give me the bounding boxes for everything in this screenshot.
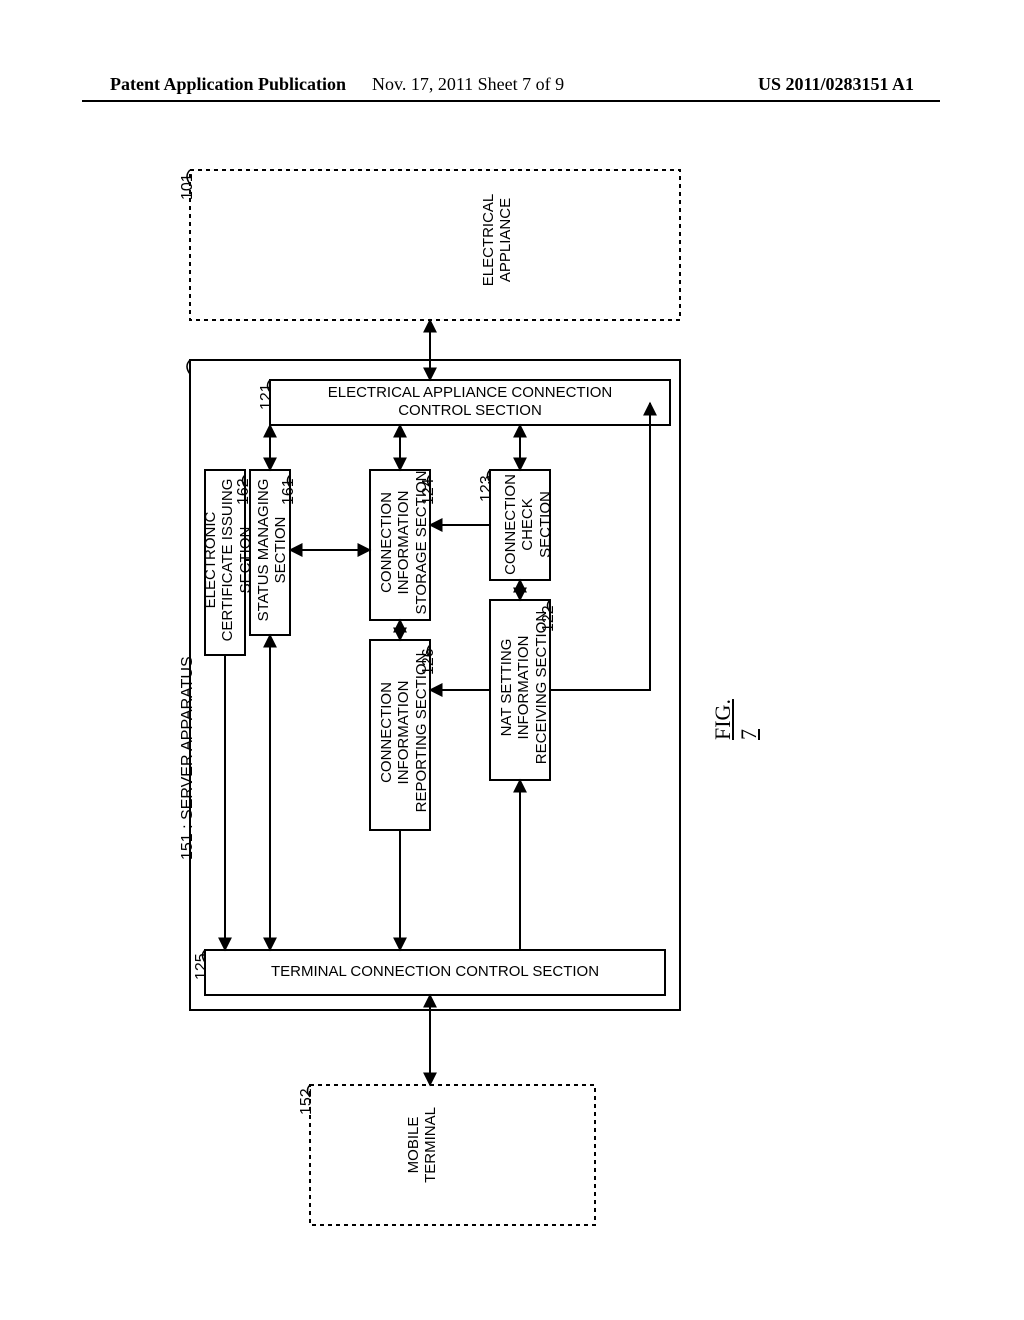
server-apparatus-label: 151 : SERVER APPARATUS — [180, 656, 197, 860]
ref-101: 101 — [179, 173, 197, 200]
figure-caption: FIG. 7 — [710, 699, 762, 740]
terminal-conn-ctrl-label: TERMINAL CONNECTION CONTROL SECTION — [205, 963, 665, 981]
ref-162: 162 — [235, 478, 253, 505]
electrical-appliance-text: ELECTRICALAPPLIANCE — [480, 194, 514, 287]
ref-121: 121 — [258, 383, 276, 410]
electrical-appliance-label: ELECTRICALAPPLIANCE — [480, 170, 515, 310]
header-rule — [82, 100, 940, 102]
ref-122: 122 — [540, 605, 558, 632]
mobile-terminal-label: MOBILETERMINAL — [405, 1090, 440, 1200]
appliance-conn-ctrl-label: ELECTRICAL APPLIANCE CONNECTIONCONTROL S… — [270, 384, 670, 420]
ref-125: 125 — [193, 953, 211, 980]
ref-123: 123 — [478, 475, 496, 502]
ref-152: 152 — [298, 1088, 316, 1115]
connection-check-label: CONNECTIONCHECKSECTION — [502, 472, 554, 577]
ref-126: 126 — [420, 648, 438, 675]
ref-161: 161 — [280, 478, 298, 505]
header-right: US 2011/0283151 A1 — [758, 74, 914, 95]
diagram-svg — [180, 160, 740, 1235]
ref-124: 124 — [420, 478, 438, 505]
header-center: Nov. 17, 2011 Sheet 7 of 9 — [372, 74, 564, 95]
page: Patent Application Publication Nov. 17, … — [0, 0, 1024, 1320]
header-left: Patent Application Publication — [110, 74, 346, 95]
figure-area: 151 : SERVER APPARATUS ELECTRICALAPPLIAN… — [180, 160, 740, 1235]
